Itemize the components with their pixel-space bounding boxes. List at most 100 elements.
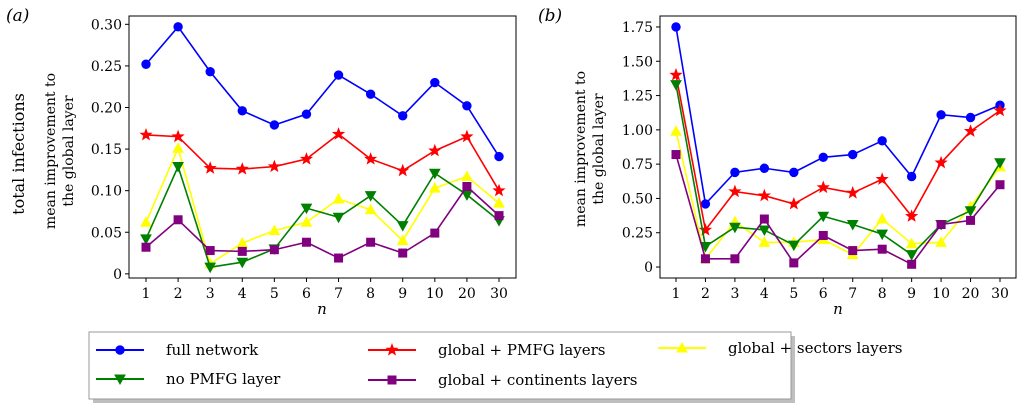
x-tick-label: 4 <box>238 286 247 302</box>
data-point-nopmfg <box>758 225 771 237</box>
legend-marker-pmfg <box>385 343 399 356</box>
y-tick-label: 0.30 <box>91 17 122 33</box>
data-point-nopmfg <box>428 168 441 180</box>
legend-label-nopmfg: no PMFG layer <box>166 370 281 388</box>
x-axis-b: 1 2 3 4 5 6 7 8 9 10 20 30 <box>672 278 1009 302</box>
data-point-pmfg <box>299 152 314 165</box>
y-axis-title-a-line1: mean improvement to <box>43 73 59 229</box>
data-point-nopmfg <box>994 158 1006 169</box>
data-point-sectors <box>364 203 377 215</box>
legend-marker-nopmfg <box>114 374 126 386</box>
data-point-continents <box>700 254 710 264</box>
series-full <box>141 22 504 162</box>
data-point-sectors <box>172 142 184 153</box>
data-point-continents <box>334 253 344 263</box>
data-point-sectors <box>140 216 152 227</box>
legend-item-nopmfg: no PMFG layer <box>96 370 281 388</box>
data-point-full <box>789 167 799 178</box>
data-point-continents <box>494 211 504 221</box>
data-point-sectors <box>396 234 409 246</box>
y-axis-title-a-line2: the global layer <box>61 95 77 207</box>
data-point-continents <box>366 237 376 247</box>
data-point-nopmfg <box>787 240 800 252</box>
data-point-continents <box>730 254 740 264</box>
legend-label-pmfg: global + PMFG layers <box>438 341 605 359</box>
data-point-full <box>759 163 770 173</box>
series-continents <box>671 150 1005 269</box>
series-pmfg <box>669 68 1007 236</box>
legend-box <box>88 331 792 400</box>
data-point-pmfg <box>669 68 683 81</box>
data-point-pmfg <box>787 196 801 210</box>
legend-item-full: full network <box>96 341 259 359</box>
x-tick-label: 9 <box>398 286 407 302</box>
data-point-full <box>173 22 183 32</box>
x-tick-label: 7 <box>848 286 857 302</box>
data-point-pmfg <box>428 143 442 157</box>
y-axis-title-b-line1: mean improvement to <box>573 71 589 227</box>
data-point-continents <box>671 150 681 160</box>
data-point-pmfg <box>203 161 217 174</box>
data-point-pmfg <box>460 129 474 143</box>
series-line-full <box>145 25 500 157</box>
x-tick-label: 20 <box>962 286 980 302</box>
data-point-continents <box>269 245 279 255</box>
x-tick-label: 2 <box>701 286 710 302</box>
data-point-nopmfg <box>729 222 741 234</box>
data-point-continents <box>173 215 183 225</box>
series-line-continents <box>145 185 500 259</box>
x-tick-label: 8 <box>878 286 887 302</box>
data-point-sectors <box>236 237 249 248</box>
y-tick-label: 0.50 <box>622 191 653 207</box>
x-tick-label: 1 <box>142 286 151 302</box>
data-point-sectors <box>268 224 281 236</box>
data-point-continents <box>462 182 472 192</box>
data-point-continents <box>789 258 799 268</box>
data-point-pmfg <box>171 129 185 143</box>
x-axis-title-b: n <box>833 300 843 318</box>
data-point-continents <box>430 228 440 238</box>
data-point-nopmfg <box>817 211 830 223</box>
data-point-pmfg <box>267 159 281 173</box>
data-point-continents <box>995 180 1005 190</box>
data-point-pmfg <box>993 103 1007 117</box>
legend-label-full: full network <box>166 341 259 359</box>
data-point-full <box>671 22 681 32</box>
data-point-nopmfg <box>140 234 152 245</box>
data-point-continents <box>141 242 151 252</box>
x-tick-label: 4 <box>760 286 769 302</box>
data-point-nopmfg <box>396 221 409 232</box>
plot-frame-a <box>128 15 517 279</box>
y-axis-b: 0 0.25 0.50 0.75 1.00 1.25 1.50 1.75 <box>622 20 660 276</box>
legend-item-continents: global + continents layers <box>368 371 637 389</box>
legend-label-continents: global + continents layers <box>438 371 637 389</box>
legend-label-sectors: global + sectors layers <box>728 339 903 357</box>
data-point-pmfg <box>757 188 771 202</box>
x-tick-label: 6 <box>819 286 828 302</box>
y-tick-label: 0.20 <box>91 100 122 116</box>
y-tick-label: 0 <box>113 267 122 283</box>
legend: full network global + PMFG layers global +… <box>88 331 903 403</box>
data-point-pmfg <box>139 128 153 141</box>
data-point-full <box>333 70 344 80</box>
series-line-sectors <box>675 131 1001 261</box>
data-point-nopmfg <box>846 220 859 231</box>
data-point-sectors <box>905 237 918 249</box>
data-point-sectors <box>461 170 473 182</box>
data-point-continents <box>759 214 769 224</box>
data-point-full <box>877 136 887 146</box>
series-group-a <box>139 22 506 274</box>
x-tick-label: 3 <box>730 286 739 302</box>
data-point-pmfg <box>846 186 860 199</box>
data-point-full <box>398 111 408 121</box>
x-tick-label: 8 <box>366 286 375 302</box>
data-point-full <box>906 171 917 182</box>
legend-marker-full <box>115 345 125 355</box>
data-point-full <box>269 120 280 130</box>
data-point-pmfg <box>934 155 948 169</box>
series-full <box>671 22 1005 209</box>
series-group-b <box>669 22 1007 269</box>
x-tick-label: 30 <box>490 286 508 302</box>
